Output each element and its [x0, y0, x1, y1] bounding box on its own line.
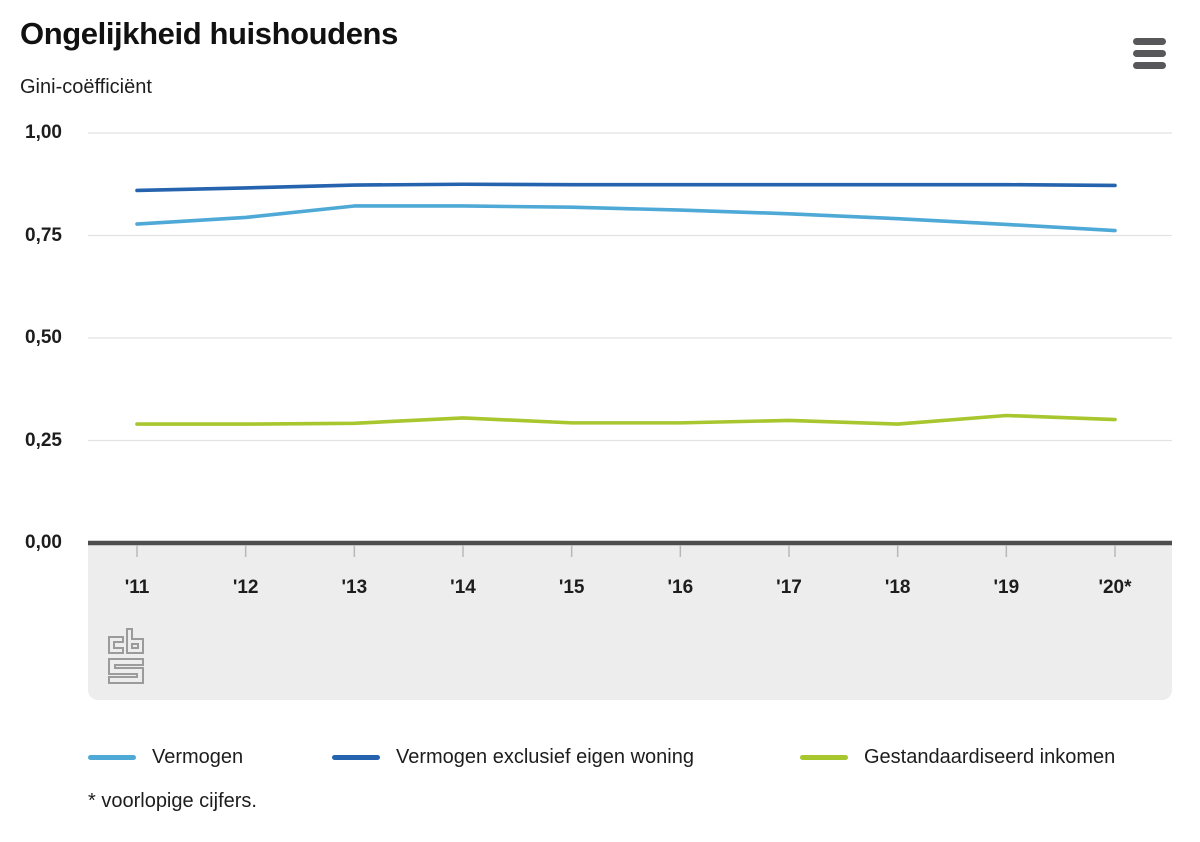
x-axis-band	[88, 545, 1172, 700]
chart-menu-button[interactable]	[1133, 38, 1166, 69]
x-axis-label: '15	[558, 577, 585, 598]
x-axis-label: '16	[667, 577, 694, 598]
legend-swatch-vermogen-exclusief	[332, 754, 380, 760]
legend-label: Vermogen exclusief eigen woning	[396, 745, 694, 768]
legend-label: Gestandaardiseerd inkomen	[864, 745, 1116, 768]
hamburger-menu-icon	[1133, 38, 1166, 69]
y-axis-label: 0,25	[25, 429, 62, 451]
x-axis-label: '17	[776, 577, 802, 598]
x-axis-label: '18	[884, 577, 911, 598]
chart-unit-label: Gini-coëfficiënt	[20, 76, 152, 98]
legend-item-vermogen-exclusief: Vermogen exclusief eigen woning	[332, 744, 694, 770]
page-title: Ongelijkheid huishoudens	[20, 16, 398, 51]
y-axis-label: 0,50	[25, 327, 62, 348]
legend-swatch-vermogen	[88, 754, 136, 760]
legend-label: Vermogen	[152, 745, 244, 768]
x-axis-label: '19	[993, 577, 1020, 598]
x-axis-label: '12	[232, 577, 259, 598]
y-axis-label: 0,00	[25, 532, 62, 553]
chart-legend: Vermogen Vermogen exclusief eigen woning…	[0, 744, 1200, 770]
legend-item-vermogen: Vermogen	[88, 744, 243, 770]
x-axis-label: '14	[450, 577, 476, 598]
x-axis-label: '11	[124, 577, 150, 598]
y-axis-label: 0,75	[25, 224, 62, 246]
chart-footnote: * voorlopige cijfers.	[88, 790, 257, 812]
legend-swatch-inkomen	[800, 754, 848, 760]
y-axis-label: 1,00	[25, 122, 62, 143]
cbs-logo-icon	[108, 628, 144, 684]
x-axis-label: '13	[341, 577, 368, 598]
x-axis-label: '20*	[1098, 577, 1132, 598]
legend-item-inkomen: Gestandaardiseerd inkomen	[800, 744, 1115, 770]
